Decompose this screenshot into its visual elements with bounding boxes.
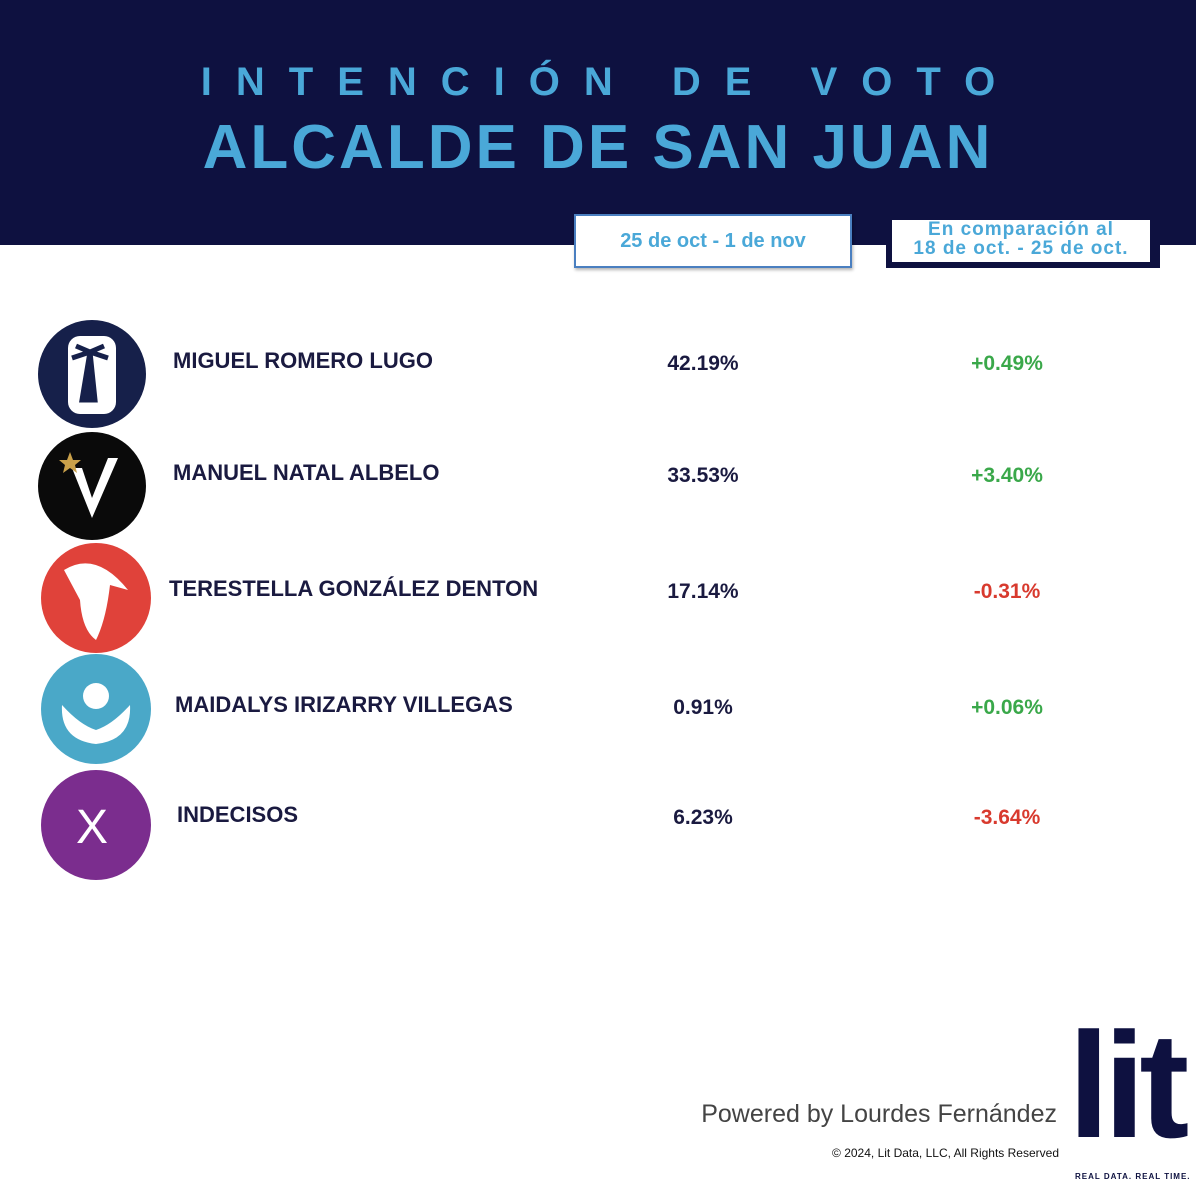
icon-text: X [76,801,109,854]
column-header-frame: En comparación al 18 de oct. - 25 de oct… [886,216,1160,268]
tagline: REAL DATA. REAL TIME. [1075,1172,1191,1181]
header: INTENCIÓN DE VOTO ALCALDE DE SAN JUAN [0,0,1196,245]
vote-share: 0.91% [673,696,733,719]
vote-share: 42.19% [667,352,739,375]
powered-by: Powered by Lourdes Fernández [701,1100,1057,1128]
icons [38,320,151,880]
candidate-name: INDECISOS [177,802,299,827]
vote-share: 6.23% [673,806,733,829]
candidate-name: MIGUEL ROMERO LUGO [173,348,433,373]
candidate-name: MANUEL NATAL ALBELO [173,460,440,485]
candidate-name: MAIDALYS IRIZARRY VILLEGAS [175,692,513,717]
title-line2: ALCALDE DE SAN JUAN [202,113,994,182]
candidate-name: TERESTELLA GONZÁLEZ DENTON [169,576,539,601]
vote-share: 33.53% [667,464,739,487]
change: -0.31% [973,580,1041,603]
copyright: © 2024, Lit Data, LLC, All Rights Reserv… [832,1146,1059,1160]
change: +0.06% [971,696,1043,719]
header-line: 18 de oct. - 25 de oct. [913,238,1129,259]
logo: lit [1068,1001,1189,1169]
change: +0.49% [971,352,1043,375]
change: +3.40% [971,464,1043,487]
vote-share: 17.14% [667,580,739,603]
title-line1: INTENCIÓN DE VOTO [200,60,1020,104]
column-header: 25 de oct - 1 de nov [574,214,852,268]
column-header: En comparación al 18 de oct. - 25 de oct… [892,220,1150,262]
change: -3.64% [973,806,1041,829]
header-line: En comparación al [928,219,1114,240]
